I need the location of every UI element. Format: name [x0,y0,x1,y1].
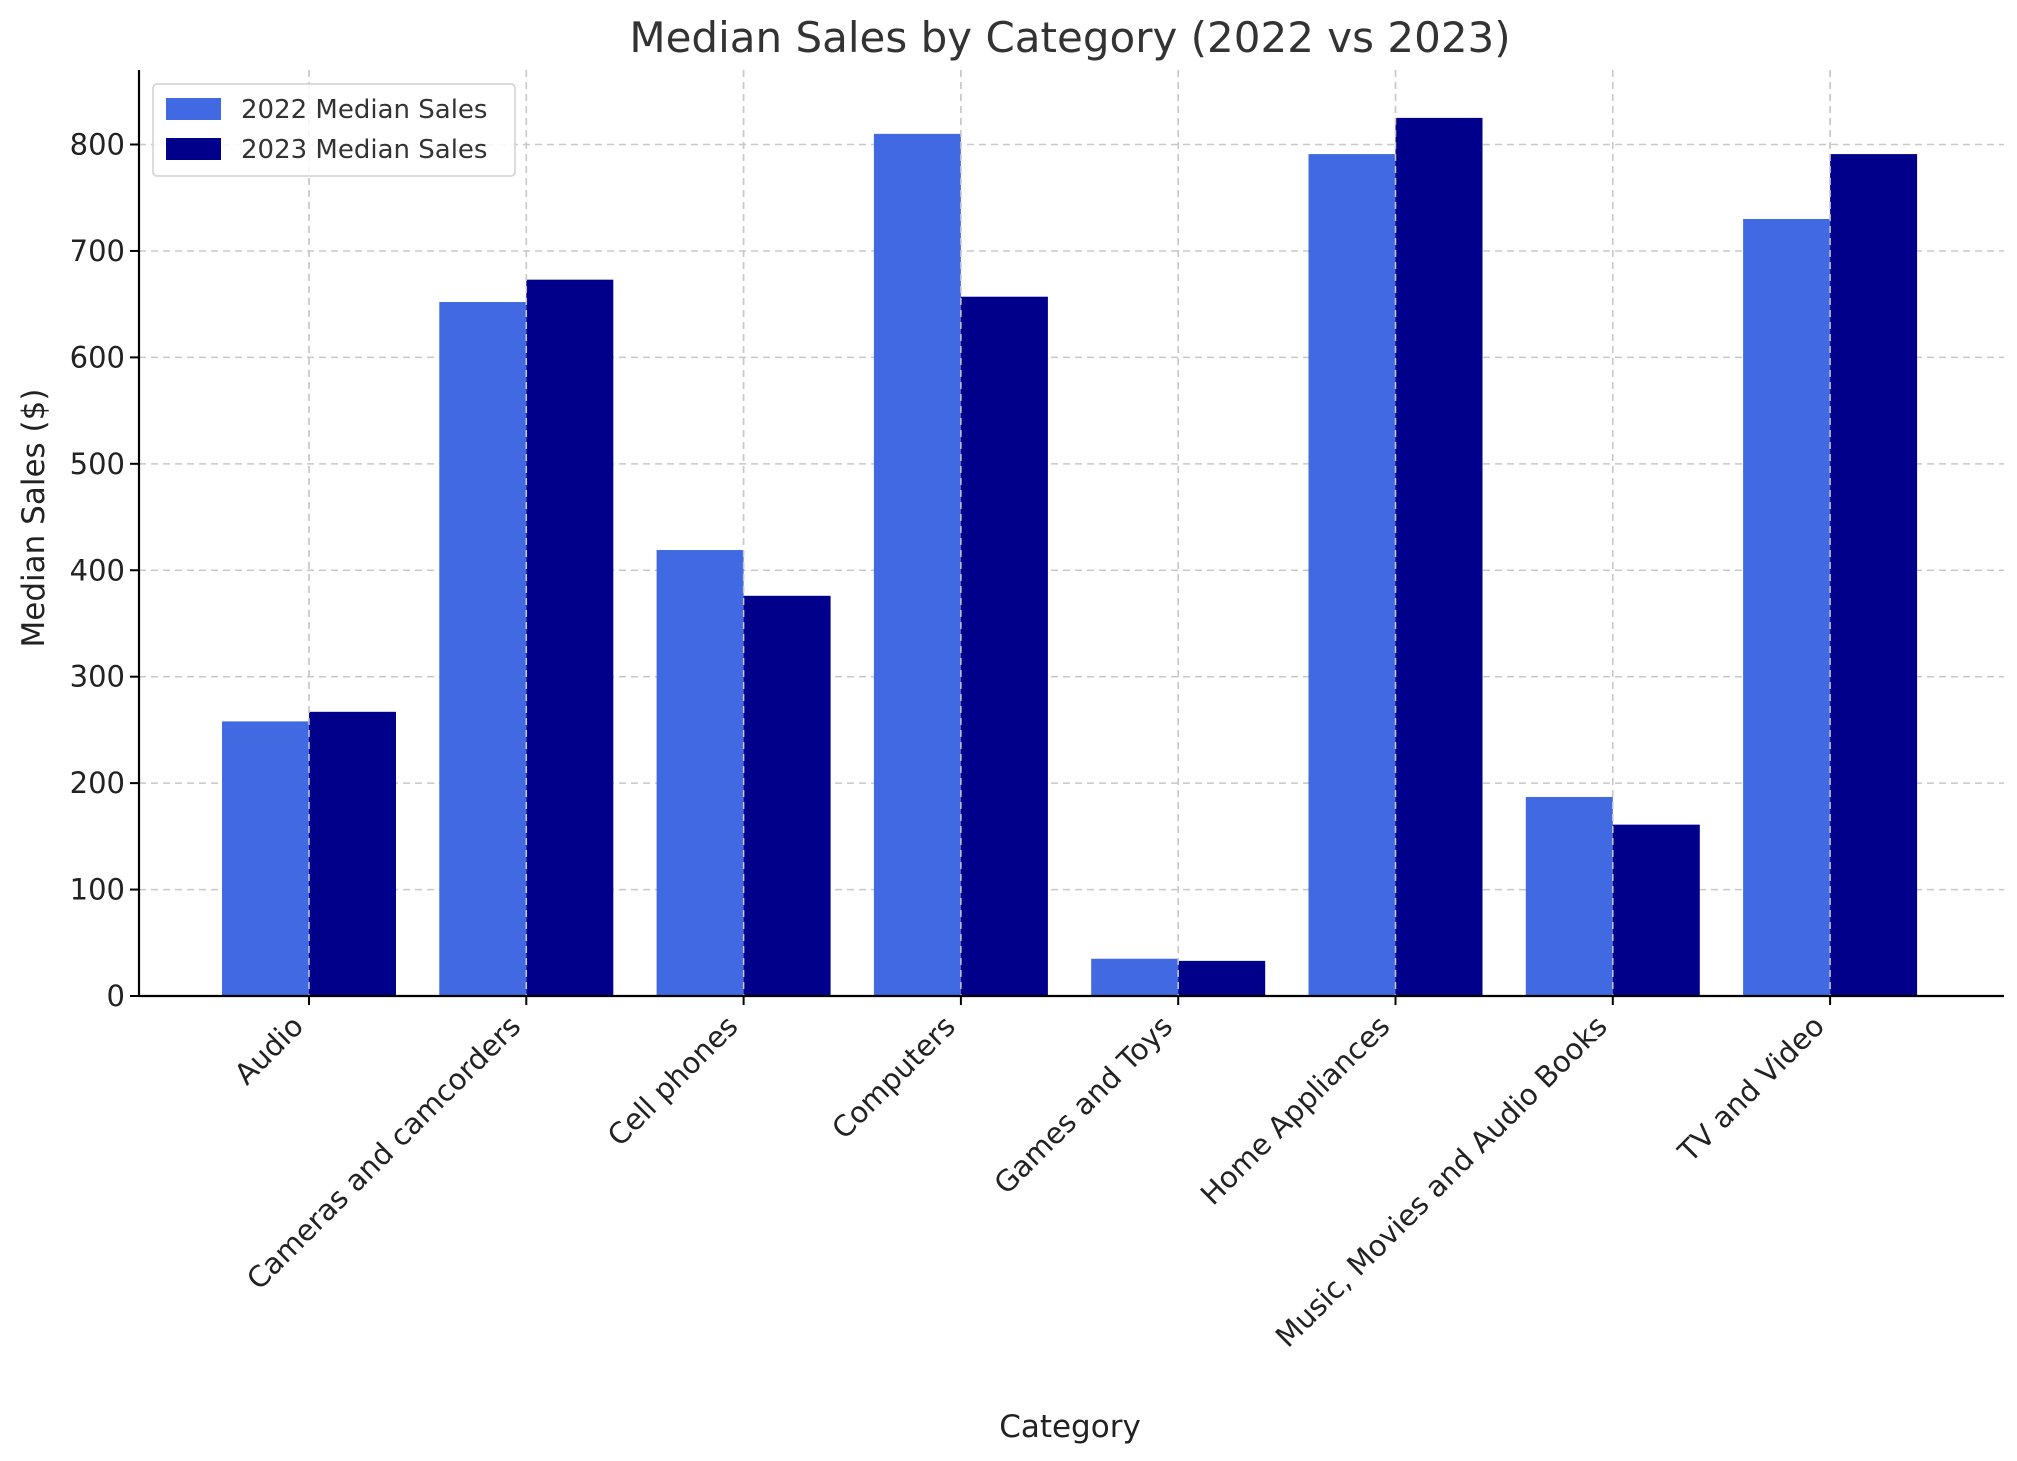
bar-2023 [1395,117,1483,997]
bar-2023 [743,595,831,996]
y-axis-label: Median Sales ($) [16,389,52,648]
y-tick-label: 400 [70,553,125,587]
legend-box [152,83,516,177]
bar-2022 [1743,219,1831,997]
legend-label: 2022 Median Sales [241,95,487,125]
y-tick-label: 500 [70,447,125,481]
bar-2022 [1308,154,1396,996]
bar-2023 [526,279,614,997]
x-tick-label: TV and Video [1671,1009,1831,1169]
axes [130,70,2004,1005]
bar-2022 [1525,796,1613,996]
x-tick-label: Audio [228,1009,310,1091]
bar-2022 [1091,958,1179,996]
legend: 2022 Median Sales 2023 Median Sales [152,83,516,177]
y-tick-label: 0 [107,979,125,1013]
chart-title: Median Sales by Category (2022 vs 2023) [629,13,1510,62]
grid [139,70,2004,996]
bar-2022 [873,133,961,997]
legend-swatch [166,98,221,120]
x-tick-label: Computers [825,1009,962,1146]
bar-2023 [1612,824,1700,996]
y-tick-label: 700 [70,234,125,268]
bar-2023 [960,296,1048,997]
y-tick-label: 600 [70,340,125,374]
bar-2022 [222,721,309,996]
legend-label: 2023 Median Sales [241,135,487,165]
bar-2023 [309,711,396,996]
x-tick-label: Home Appliances [1194,1009,1397,1212]
y-tick-labels: 0 100 200 300 400 500 600 700 800 [70,128,125,1013]
y-tick-label: 800 [70,128,125,162]
bar-2022 [439,302,527,996]
bar-2023 [1178,960,1266,996]
bar-2022 [656,550,744,996]
bar-2023 [1830,154,1918,996]
x-tick-label: Cell phones [601,1009,745,1153]
y-tick-label: 100 [70,873,125,907]
legend-swatch [166,138,221,160]
y-tick-label: 200 [70,766,125,800]
x-axis-label: Category [999,1409,1141,1445]
y-tick-label: 300 [70,660,125,694]
bars [222,70,1918,997]
x-tick-label: Games and Toys [987,1009,1179,1201]
